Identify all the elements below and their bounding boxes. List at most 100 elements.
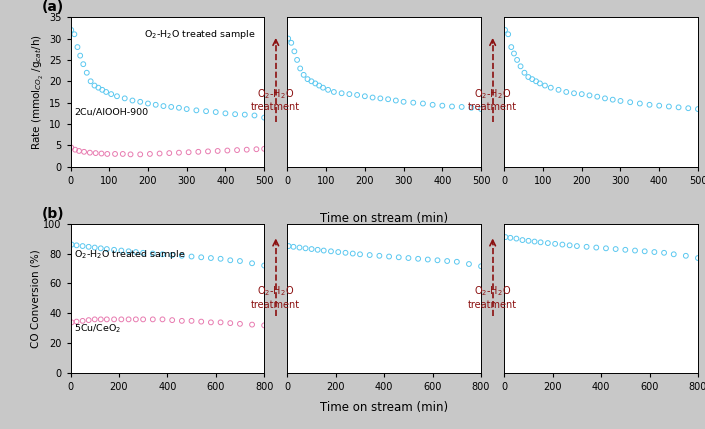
Point <box>403 254 414 261</box>
Point <box>157 251 168 258</box>
Point <box>90 150 102 157</box>
Text: Time on stream (min): Time on stream (min) <box>320 401 448 414</box>
Point <box>111 93 123 100</box>
Point <box>289 48 300 55</box>
Point <box>109 316 120 323</box>
Point <box>157 316 168 323</box>
Point <box>302 76 313 82</box>
Point <box>205 254 216 261</box>
Point <box>692 106 704 112</box>
Point <box>680 252 692 259</box>
Point <box>125 151 136 158</box>
Point <box>123 316 134 323</box>
Point <box>145 151 156 157</box>
Point <box>259 262 270 269</box>
Point <box>673 104 685 111</box>
Point <box>200 108 211 115</box>
Point <box>466 104 477 111</box>
Text: 2Cu/AlOOH-900: 2Cu/AlOOH-900 <box>74 107 149 116</box>
Point <box>523 237 534 244</box>
Point <box>137 249 149 256</box>
Y-axis label: Rate (mmol$_{CO_2}$ /g$_{cat}$/h): Rate (mmol$_{CO_2}$ /g$_{cat}$/h) <box>31 34 47 150</box>
Point <box>508 50 520 57</box>
Point <box>591 93 603 100</box>
Text: O$_2$-H$_2$O
treatment: O$_2$-H$_2$O treatment <box>251 284 300 310</box>
Point <box>89 82 100 89</box>
Point <box>407 99 419 106</box>
Point <box>352 91 363 98</box>
Point <box>441 257 453 264</box>
Point <box>83 317 94 323</box>
Point <box>147 316 159 323</box>
Point <box>102 316 113 323</box>
Text: (a): (a) <box>42 0 63 14</box>
Point <box>176 317 188 324</box>
Point <box>534 80 546 87</box>
Point <box>66 319 78 326</box>
Point <box>234 320 245 327</box>
Point <box>154 150 165 157</box>
Point <box>557 241 568 248</box>
Point <box>215 255 226 262</box>
Point <box>344 91 355 97</box>
Point <box>560 88 572 95</box>
Point <box>306 78 317 85</box>
Point <box>71 318 82 325</box>
Point <box>298 72 309 79</box>
Text: O$_2$-H$_2$O treated sample: O$_2$-H$_2$O treated sample <box>144 27 256 41</box>
Point <box>663 103 675 110</box>
Point <box>291 57 302 63</box>
Point <box>166 251 178 258</box>
Point <box>66 27 77 33</box>
Point <box>530 78 541 85</box>
Point <box>89 244 100 251</box>
Point <box>77 317 88 324</box>
Point <box>181 106 192 112</box>
Point <box>620 246 631 253</box>
Point <box>393 254 405 261</box>
Point <box>77 243 88 250</box>
Point <box>95 316 106 323</box>
Point <box>427 101 439 108</box>
Point <box>294 244 305 251</box>
Point <box>97 86 108 93</box>
Point <box>503 31 514 38</box>
Point <box>446 103 458 110</box>
Point <box>422 256 434 263</box>
Point <box>202 148 214 155</box>
Point <box>347 250 358 257</box>
Point <box>241 146 252 153</box>
Point <box>150 101 161 108</box>
Point <box>329 88 340 95</box>
Text: O$_2$-H$_2$O
treatment: O$_2$-H$_2$O treatment <box>468 87 517 112</box>
Point <box>314 82 325 89</box>
Point <box>325 248 336 255</box>
Point <box>607 96 618 103</box>
Point <box>259 114 270 121</box>
Point <box>135 151 146 158</box>
Point <box>581 243 592 250</box>
Point <box>85 78 97 85</box>
Text: O$_2$-H$_2$O
treatment: O$_2$-H$_2$O treatment <box>468 284 517 310</box>
Point <box>517 237 528 244</box>
Point <box>529 238 540 245</box>
Point <box>283 35 294 42</box>
Point <box>135 98 146 105</box>
Point <box>367 94 379 101</box>
Point <box>456 103 467 110</box>
Text: O$_2$-H$_2$O treated sample: O$_2$-H$_2$O treated sample <box>74 248 186 260</box>
Point <box>127 97 138 104</box>
Point <box>229 111 240 118</box>
Point <box>102 151 113 157</box>
Point <box>312 246 324 253</box>
Point <box>644 101 655 108</box>
Point <box>66 144 77 151</box>
Point <box>505 234 516 241</box>
Point <box>654 102 665 109</box>
Text: Time on stream (min): Time on stream (min) <box>320 212 448 225</box>
Point <box>119 95 130 102</box>
Point <box>220 110 231 117</box>
Point <box>234 257 245 264</box>
Point <box>505 44 517 51</box>
Point <box>333 249 344 256</box>
